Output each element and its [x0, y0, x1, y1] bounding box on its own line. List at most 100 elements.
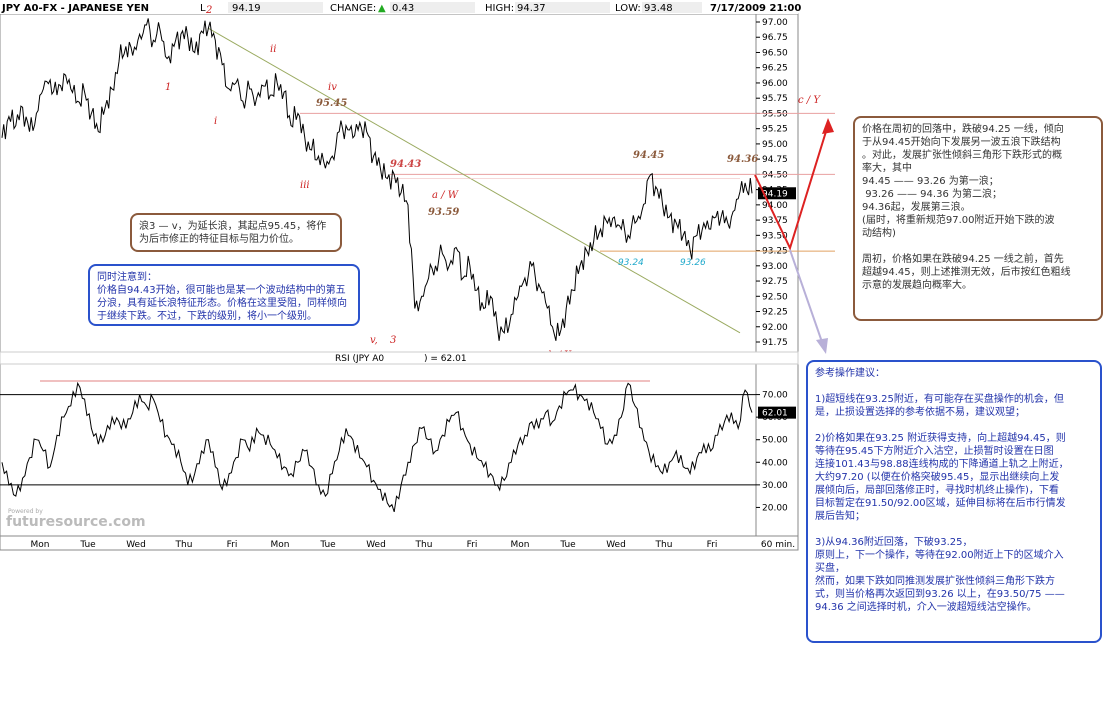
price-tick-label: 91.75: [762, 338, 788, 348]
rsi-line: [1, 381, 753, 513]
note-brown-left: 浪3 — v，为延长浪，其起点95.45，将作 为后市修正的特征目标与阻力价位。: [130, 213, 342, 252]
price-annotation: 94.36: [727, 154, 758, 165]
primary-projection-arrow: [754, 124, 829, 251]
watermark-powered: Powered by: [8, 508, 43, 515]
symbol-label: JPY A0-FX - JAPANESE YEN: [1, 3, 149, 14]
datetime-label: 7/17/2009 21:00: [710, 3, 801, 14]
price-tick-label: 95.75: [762, 94, 788, 104]
rsi-tick-label: 20.00: [762, 503, 788, 513]
price-tick-label: 94.00: [762, 201, 788, 211]
x-tick-label: Thu: [175, 540, 193, 550]
price-tick-label: 94.75: [762, 155, 788, 165]
price-line: [1, 18, 753, 341]
price-tick-label: 97.00: [762, 18, 788, 28]
high-value: 94.37: [517, 3, 546, 14]
wave-label: c / Y: [798, 95, 821, 106]
price-tick-label: 95.50: [762, 109, 788, 119]
primary-arrowhead: [822, 118, 834, 134]
watermark-brand: futuresource.com: [6, 514, 146, 530]
low-label: LOW:: [615, 3, 641, 14]
low-value: 93.48: [644, 3, 673, 14]
header-bar: JPY A0-FX - JAPANESE YEN L 94.19 CHANGE:…: [0, 0, 801, 14]
high-label: HIGH:: [485, 3, 514, 14]
alt-projection-arrow: [789, 249, 823, 343]
price-tick-label: 93.50: [762, 231, 788, 241]
price-annotation: 93.59: [428, 207, 459, 218]
projection-arrows: [754, 118, 834, 354]
rsi-series: 62.01: [1, 381, 796, 513]
rsi-title: RSI (JPY A0: [335, 354, 384, 364]
note-brown-right: 价格在周初的回落中，跌破94.25 一线，倾向 于从94.45开始向下发展另一波…: [853, 116, 1103, 321]
support-annotation: 93.26: [680, 258, 706, 268]
l-label: L: [200, 3, 206, 14]
x-tick-label: Fri: [227, 540, 238, 550]
x-tick-label: Tue: [79, 540, 96, 550]
x-tick-label: Wed: [606, 540, 626, 550]
current-price-tag: [758, 187, 796, 200]
x-tick-label: Wed: [366, 540, 386, 550]
price-axis: [755, 13, 799, 353]
price-tick-label: 96.75: [762, 33, 788, 43]
rsi-tick-label: 50.00: [762, 436, 788, 446]
current-price-label: 94.19: [762, 189, 788, 199]
x-tick-label: Mon: [31, 540, 50, 550]
rsi-panel: [0, 363, 757, 537]
price-tick-label: 96.25: [762, 64, 788, 74]
rsi-title-suffix: ) = 62.01: [424, 354, 467, 364]
rsi-tick-label: 40.00: [762, 458, 788, 468]
note-blue-right: 参考操作建议： 1)超短线在93.25附近，有可能存在买盘操作的机会，但 是，止…: [806, 360, 1102, 643]
price-tick-label: 92.50: [762, 292, 788, 302]
wave-label: a / W: [432, 190, 459, 201]
change-label: CHANGE:: [330, 3, 376, 14]
last-value: 94.19: [232, 3, 261, 14]
x-tick-labels: Mon Tue Wed Thu Fri Mon Tue Wed Thu Fri Mon Tue Wed T…: [31, 540, 796, 550]
rsi-tick-label: 70.00: [762, 391, 788, 401]
wave-label: 1: [165, 82, 171, 93]
price-tick-label: 96.50: [762, 48, 788, 58]
rsi-tick-label: 30.00: [762, 481, 788, 491]
price-tick-label: 92.25: [762, 308, 788, 318]
price-series: 94.19: [1, 18, 796, 341]
note-blue-left: 同时注意到： 价格自94.43开始，很可能也是某一个波动结构中的第五 分浪，具有…: [88, 264, 360, 326]
x-tick-label: Fri: [467, 540, 478, 550]
price-tick-label: 94.50: [762, 170, 788, 180]
x-tick-label: Tue: [319, 540, 336, 550]
wave-label: i: [214, 116, 217, 127]
wave-label: v,: [370, 335, 378, 346]
change-up-icon: ▲: [378, 3, 386, 14]
x-tick-label: Thu: [655, 540, 673, 550]
wave-label: 3: [390, 335, 396, 346]
price-tick-label: 96.00: [762, 79, 788, 89]
price-tick-labels: 97.00 96.75 96.50 96.25 96.00 95.75 95.50 95.25…: [756, 18, 788, 348]
x-tick-label: Fri: [707, 540, 718, 550]
price-tick-label: 93.75: [762, 216, 788, 226]
x-tick-label: Mon: [271, 540, 290, 550]
x-tick-label: Thu: [415, 540, 433, 550]
price-annotation: 94.43: [390, 159, 421, 170]
wave-label: 2: [205, 5, 212, 16]
price-annotation: 95.45: [316, 98, 347, 109]
x-tick-label: 60 min.: [761, 540, 795, 550]
wave-label: iv: [328, 82, 337, 93]
x-tick-label: Tue: [559, 540, 576, 550]
rsi-axis: [755, 363, 799, 537]
x-tick-label: Mon: [511, 540, 530, 550]
wave-label: iii: [300, 180, 310, 191]
price-annotation: 94.45: [633, 150, 664, 161]
price-tick-label: 92.00: [762, 323, 788, 333]
support-annotation: 93.24: [618, 258, 644, 268]
alt-arrowhead: [816, 338, 828, 354]
rsi-current-tag: [758, 406, 796, 419]
price-tick-label: 92.75: [762, 277, 788, 287]
wave-label: ii: [270, 44, 276, 55]
price-tick-label: 95.25: [762, 125, 788, 135]
x-tick-label: Wed: [126, 540, 146, 550]
rsi-current-label: 62.01: [762, 409, 788, 419]
price-tick-label: 95.00: [762, 140, 788, 150]
price-overlays: [207, 27, 835, 334]
time-axis: [0, 535, 799, 551]
trendline: [207, 27, 741, 334]
price-tick-label: 93.00: [762, 262, 788, 272]
change-value: 0.43: [392, 3, 414, 14]
